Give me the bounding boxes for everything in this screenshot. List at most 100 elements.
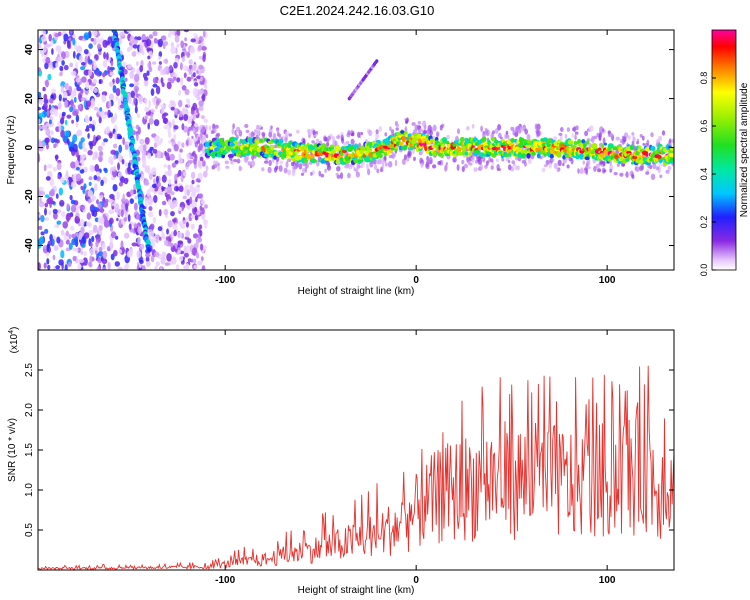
spectrogram-cell bbox=[83, 32, 90, 40]
spectrogram-cell bbox=[151, 183, 157, 189]
spectrogram-cell bbox=[336, 166, 341, 172]
spectrogram-cell bbox=[192, 247, 198, 256]
spectrogram-cell bbox=[98, 224, 103, 231]
spectrogram-cell bbox=[250, 131, 255, 138]
spectrogram-cell bbox=[167, 164, 171, 170]
spectrogram-cell bbox=[261, 131, 266, 137]
spectrogram-cell bbox=[368, 129, 373, 137]
spectrogram-cell bbox=[72, 110, 78, 116]
spectrogram-cell bbox=[566, 164, 570, 169]
spectrogram-cell bbox=[630, 161, 635, 165]
y-tick-label: 40 bbox=[24, 44, 35, 56]
spectrogram-cell bbox=[107, 65, 110, 74]
spectrogram-cell bbox=[190, 223, 195, 230]
spectrogram-cell bbox=[436, 131, 439, 138]
spectrogram-cell bbox=[535, 129, 539, 134]
spectrogram-cell bbox=[670, 160, 674, 164]
spectrogram-cell bbox=[420, 162, 424, 169]
spectrogram-cell bbox=[73, 143, 78, 153]
spectrogram-cell bbox=[190, 258, 194, 263]
spectrogram-cell bbox=[148, 206, 153, 211]
spectrogram-cell bbox=[145, 256, 150, 263]
spectrogram-cell bbox=[75, 77, 81, 83]
spectrogram-cell bbox=[197, 145, 201, 153]
spectrogram-cell bbox=[169, 100, 175, 105]
spectrogram-cell bbox=[457, 151, 464, 156]
spectrogram-cell bbox=[137, 226, 143, 234]
spectrogram-cell bbox=[318, 154, 321, 161]
spectrogram-cell bbox=[150, 88, 155, 96]
spectrogram-cell bbox=[60, 229, 65, 236]
spectrogram-cell bbox=[162, 43, 166, 50]
spectrogram-cell bbox=[642, 142, 645, 146]
spectrogram-cell bbox=[108, 198, 114, 203]
spectrogram-cell bbox=[90, 241, 93, 248]
spectrogram-cell bbox=[629, 144, 634, 151]
spectrogram-cell bbox=[506, 140, 511, 145]
spectrogram-cell bbox=[518, 137, 525, 143]
spectrogram-cell bbox=[286, 155, 291, 159]
spectrogram-cell bbox=[518, 142, 525, 148]
spectrogram-cell bbox=[77, 263, 82, 270]
spectrogram-cell bbox=[74, 216, 80, 224]
spectrogram-cell bbox=[92, 224, 98, 233]
spectrogram-cell bbox=[133, 223, 138, 229]
spectrogram-cell bbox=[198, 64, 204, 70]
spectrogram-cell bbox=[309, 144, 313, 150]
spectrogram-cell bbox=[99, 107, 103, 112]
spectrogram-cell bbox=[478, 159, 482, 165]
spectrogram-cell bbox=[288, 133, 293, 137]
spectrogram-cell bbox=[419, 128, 424, 133]
spectrogram-cell bbox=[97, 43, 102, 50]
spectrogram-cell bbox=[181, 56, 185, 63]
spectrogram-cell bbox=[177, 231, 183, 238]
spectrogram-cell bbox=[160, 107, 165, 115]
spectrogram-cell bbox=[98, 155, 103, 163]
spectrogram-cell bbox=[669, 138, 672, 143]
spectrogram-cell bbox=[191, 135, 194, 139]
spectrogram-cell bbox=[38, 112, 45, 118]
spectrogram-cell bbox=[238, 130, 243, 137]
spectrogram-cell bbox=[158, 51, 163, 58]
colorbar: 0.0 0.2 0.4 0.6 0.8 Normalized spectral ampl… bbox=[699, 29, 750, 276]
spectrogram-cell bbox=[164, 171, 169, 176]
spectrogram-cell bbox=[256, 140, 260, 144]
spectrogram-cell bbox=[104, 111, 108, 116]
spectrogram-cell bbox=[282, 150, 287, 155]
spectrogram-cell bbox=[110, 231, 117, 239]
spectrogram-cell bbox=[390, 147, 395, 151]
spectrogram-cell bbox=[123, 217, 128, 222]
spectrogram-cell bbox=[399, 141, 404, 146]
x-tick-label: -100 bbox=[215, 575, 235, 586]
spectrogram-cell bbox=[570, 157, 574, 165]
spectrogram-cell bbox=[69, 194, 73, 201]
spectrogram-cell bbox=[167, 199, 172, 206]
spectrogram-cell bbox=[103, 51, 107, 60]
spectrogram-cell bbox=[127, 214, 131, 222]
spectrogram-cell bbox=[99, 151, 104, 157]
spectrogram-cell bbox=[69, 62, 73, 68]
spectrogram-cell bbox=[161, 232, 165, 239]
spectrogram-cell bbox=[665, 169, 670, 174]
spectrogram-cell bbox=[416, 133, 423, 139]
spectrogram-cell bbox=[278, 165, 283, 172]
spectrogram-cell bbox=[159, 267, 163, 270]
spectrogram-cell bbox=[407, 150, 411, 157]
spectrogram-cell bbox=[331, 136, 336, 142]
spectrogram-cell bbox=[187, 258, 192, 263]
spectrogram-cell bbox=[609, 132, 613, 138]
spectrogram-cell bbox=[176, 43, 180, 48]
spectrogram-cell bbox=[378, 153, 383, 159]
spectrogram-cell bbox=[182, 220, 187, 224]
spectrogram-cell bbox=[75, 173, 82, 182]
spectrogram-cell bbox=[419, 157, 423, 165]
spectrogram-cell bbox=[65, 239, 70, 245]
spectrogram-cell bbox=[394, 146, 399, 150]
spectrogram-cell bbox=[135, 87, 138, 96]
spectrogram-cell bbox=[73, 96, 77, 103]
spectrogram-cell bbox=[101, 94, 107, 103]
spectrogram-cell bbox=[152, 61, 157, 65]
spectrogram-cell bbox=[51, 48, 54, 55]
spectrogram-cell bbox=[335, 172, 340, 176]
spectrogram-cell bbox=[61, 111, 66, 117]
